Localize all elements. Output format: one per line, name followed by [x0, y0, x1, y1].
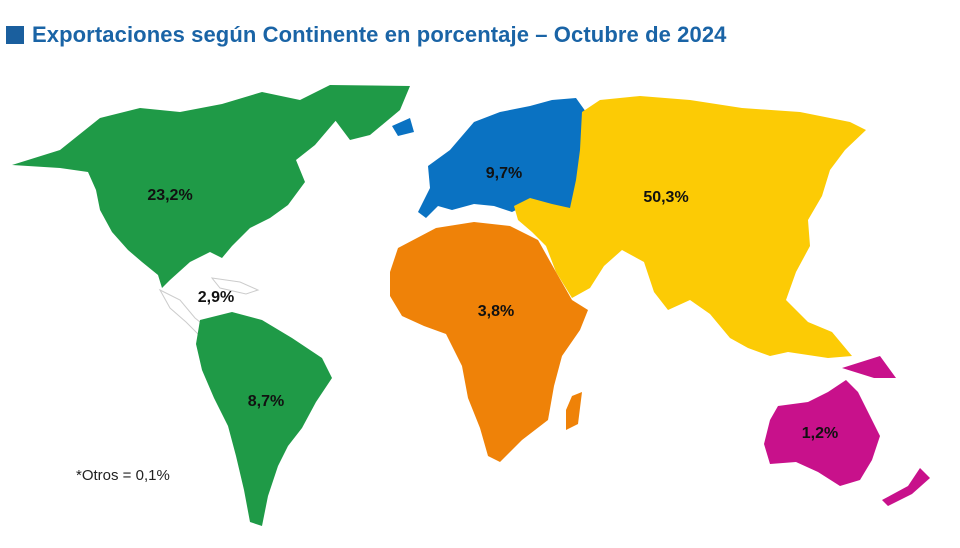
label-europe: 9,7%	[486, 165, 522, 182]
region-europe	[392, 98, 586, 218]
others-note: *Otros = 0,1%	[76, 467, 170, 484]
label-oceania: 1,2%	[802, 425, 838, 442]
title-row: Exportaciones según Continente en porcen…	[6, 22, 727, 48]
region-north-america	[12, 85, 410, 288]
label-south-america: 8,7%	[248, 393, 284, 410]
map-title: Exportaciones según Continente en porcen…	[32, 22, 727, 47]
label-asia: 50,3%	[643, 189, 688, 206]
title-square-icon	[6, 26, 24, 44]
label-central-america: 2,9%	[198, 289, 234, 306]
label-north-america: 23,2%	[147, 187, 192, 204]
label-africa: 3,8%	[478, 303, 514, 320]
region-asia	[514, 96, 866, 358]
region-africa	[390, 222, 588, 462]
region-south-america	[196, 312, 332, 526]
region-oceania	[764, 356, 930, 506]
